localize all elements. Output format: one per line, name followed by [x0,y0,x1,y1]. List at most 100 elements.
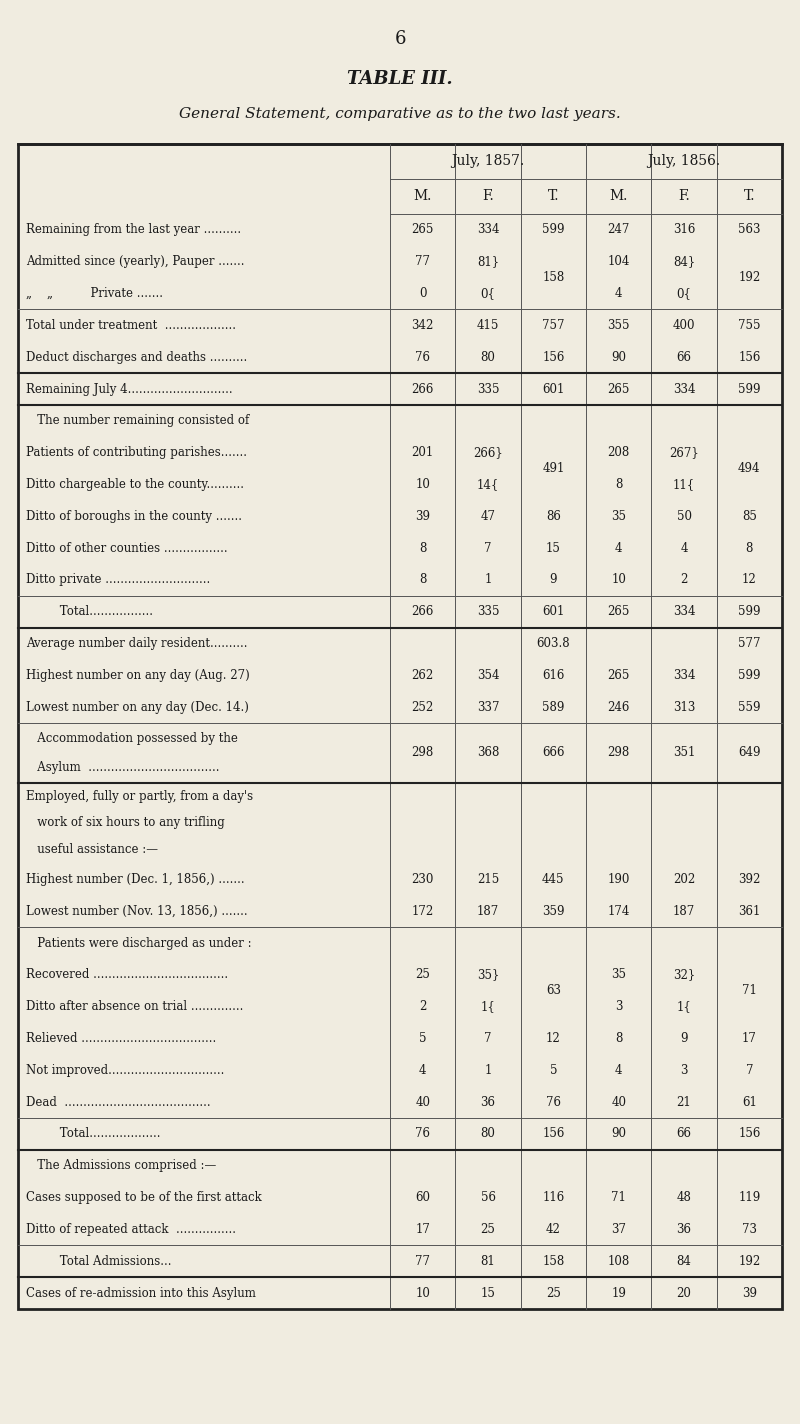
Text: 47: 47 [481,510,495,523]
Text: 4: 4 [615,1064,622,1077]
Text: 66: 66 [677,1128,691,1141]
Text: 37: 37 [611,1223,626,1236]
Text: Accommodation possessed by the: Accommodation possessed by the [26,732,238,745]
Text: 76: 76 [546,1095,561,1109]
Text: 35: 35 [611,968,626,981]
Text: Asylum  ...................................: Asylum .................................… [26,762,219,775]
Text: „    „          Private .......: „ „ Private ....... [26,288,163,300]
Text: F.: F. [482,189,494,204]
Text: 445: 445 [542,873,565,886]
Text: 90: 90 [611,350,626,363]
Text: 187: 187 [673,904,695,917]
Text: 8: 8 [746,541,753,555]
Text: 267}: 267} [669,446,699,459]
Text: 563: 563 [738,224,761,236]
Text: The Admissions comprised :—: The Admissions comprised :— [26,1159,216,1172]
Text: M.: M. [414,189,432,204]
Text: Remaining July 4............................: Remaining July 4........................… [26,383,233,396]
Text: Remaining from the last year ..........: Remaining from the last year .......... [26,224,241,236]
Text: 4: 4 [680,541,688,555]
Text: 334: 334 [477,224,499,236]
Text: 252: 252 [411,701,434,713]
Text: 187: 187 [477,904,499,917]
Text: Deduct discharges and deaths ..........: Deduct discharges and deaths .......... [26,350,247,363]
Text: 158: 158 [542,271,565,285]
Text: 7: 7 [484,1032,492,1045]
Text: 25: 25 [546,1287,561,1300]
Text: Highest number on any day (Aug. 27): Highest number on any day (Aug. 27) [26,669,250,682]
Text: 71: 71 [742,984,757,997]
Text: July, 1856.: July, 1856. [647,154,721,168]
Text: 246: 246 [607,701,630,713]
Text: 71: 71 [611,1190,626,1205]
Text: 265: 265 [607,383,630,396]
Text: 76: 76 [415,350,430,363]
Text: Lowest number (Nov. 13, 1856,) .......: Lowest number (Nov. 13, 1856,) ....... [26,904,248,917]
Text: Total...................: Total................... [26,1128,161,1141]
Text: 10: 10 [415,478,430,491]
Text: Total.................: Total................. [26,605,153,618]
Text: 208: 208 [607,446,630,459]
Text: 400: 400 [673,319,695,332]
Text: 19: 19 [611,1287,626,1300]
Text: 12: 12 [742,574,757,587]
Text: 335: 335 [477,383,499,396]
Text: 174: 174 [607,904,630,917]
Text: 39: 39 [415,510,430,523]
Text: 8: 8 [615,478,622,491]
Text: 559: 559 [738,701,761,713]
Text: 1{: 1{ [677,1000,691,1012]
Text: 351: 351 [673,746,695,759]
Text: 48: 48 [677,1190,691,1205]
Text: 247: 247 [607,224,630,236]
Text: 85: 85 [742,510,757,523]
Text: 84: 84 [677,1255,691,1267]
Text: 577: 577 [738,637,761,651]
Text: 80: 80 [481,350,495,363]
Text: Average number daily resident..........: Average number daily resident.......... [26,637,247,651]
Text: 5: 5 [419,1032,426,1045]
Text: 61: 61 [742,1095,757,1109]
Text: Lowest number on any day (Dec. 14.): Lowest number on any day (Dec. 14.) [26,701,249,713]
Text: 201: 201 [411,446,434,459]
Text: Ditto of repeated attack  ................: Ditto of repeated attack ...............… [26,1223,236,1236]
Text: 104: 104 [607,255,630,268]
Text: 666: 666 [542,746,565,759]
Text: 39: 39 [742,1287,757,1300]
Text: 50: 50 [677,510,691,523]
Text: 316: 316 [673,224,695,236]
Text: 359: 359 [542,904,565,917]
Text: 491: 491 [542,463,565,476]
Text: T.: T. [743,189,755,204]
Text: 266: 266 [411,605,434,618]
Text: The number remaining consisted of: The number remaining consisted of [26,414,250,427]
Text: 116: 116 [542,1190,565,1205]
Text: Cases supposed to be of the first attack: Cases supposed to be of the first attack [26,1190,262,1205]
Text: Highest number (Dec. 1, 1856,) .......: Highest number (Dec. 1, 1856,) ....... [26,873,245,886]
Text: 0: 0 [419,288,426,300]
Text: 6: 6 [394,30,406,48]
Text: Employed, fully or partly, from a day's: Employed, fully or partly, from a day's [26,789,253,803]
Text: 63: 63 [546,984,561,997]
Text: July, 1857.: July, 1857. [451,154,525,168]
Text: 262: 262 [411,669,434,682]
Text: 76: 76 [415,1128,430,1141]
Text: 156: 156 [542,350,565,363]
Text: Relieved ....................................: Relieved ...............................… [26,1032,216,1045]
Text: 392: 392 [738,873,761,886]
Text: 494: 494 [738,463,761,476]
Text: 156: 156 [542,1128,565,1141]
Text: Patients of contributing parishes.......: Patients of contributing parishes....... [26,446,247,459]
Text: 119: 119 [738,1190,761,1205]
Text: 3: 3 [680,1064,688,1077]
Text: 589: 589 [542,701,565,713]
Text: 354: 354 [477,669,499,682]
Text: 9: 9 [680,1032,688,1045]
Text: 20: 20 [677,1287,691,1300]
Text: 40: 40 [415,1095,430,1109]
Text: 266}: 266} [473,446,503,459]
Text: 342: 342 [411,319,434,332]
Text: 12: 12 [546,1032,561,1045]
Text: 73: 73 [742,1223,757,1236]
Text: 335: 335 [477,605,499,618]
